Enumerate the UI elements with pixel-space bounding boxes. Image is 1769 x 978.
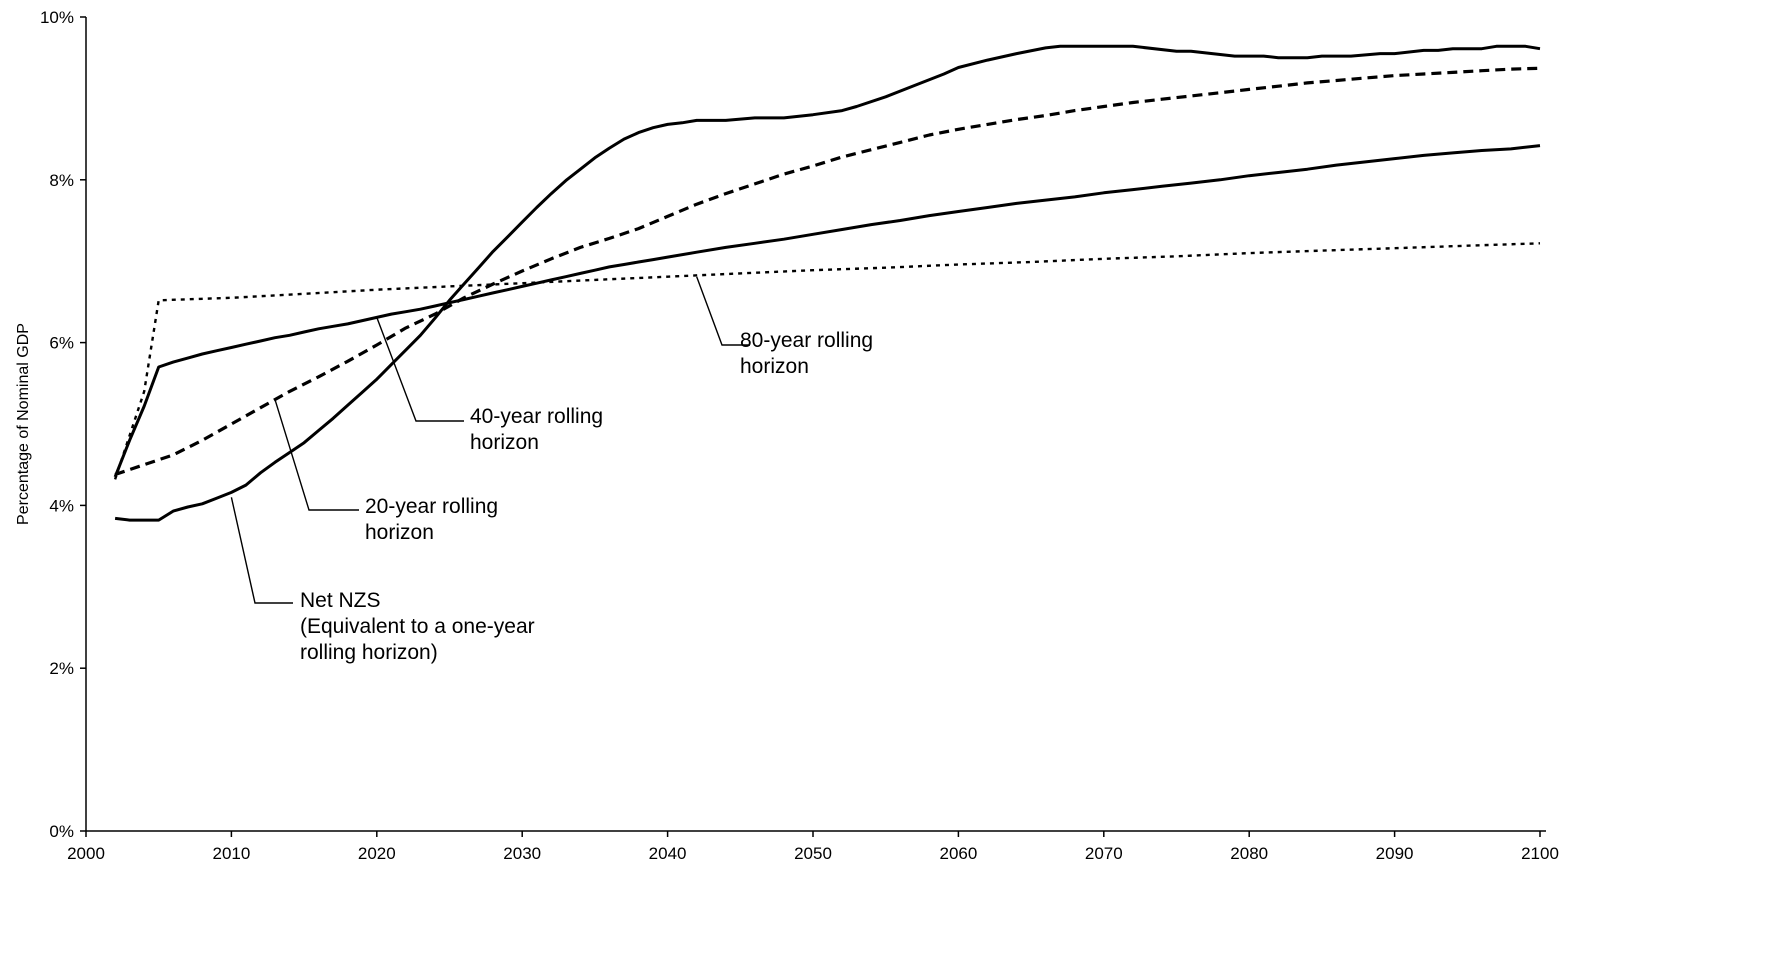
ann-nzs-leader: [230, 497, 293, 604]
x-tick-label: 2040: [649, 844, 687, 863]
ann-80-leader: [696, 276, 750, 346]
y-tick-label: 10%: [40, 8, 74, 27]
ann-80-label-line: 80-year rolling: [740, 329, 873, 352]
ann-20-label-line: horizon: [365, 521, 434, 544]
ann-40-leader: [376, 317, 464, 422]
ann-nzs-label-line: rolling horizon): [300, 641, 438, 664]
y-tick-label: 8%: [49, 171, 74, 190]
y-tick-label: 0%: [49, 822, 74, 841]
x-tick-label: 2020: [358, 844, 396, 863]
y-tick-label: 6%: [49, 334, 74, 353]
axes-layer: Percentage of Nominal GDP 0% 2% 4% 6% 8% 10% 2…: [15, 8, 1559, 863]
series-layer: [113, 44, 1541, 522]
x-tick-label: 2100: [1521, 844, 1559, 863]
x-tick-label: 2090: [1376, 844, 1414, 863]
x-tick-label: 2030: [503, 844, 541, 863]
y-tick-label: 2%: [49, 659, 74, 678]
x-tick-label: 2010: [212, 844, 250, 863]
ann-nzs-label-line: Net NZS: [300, 589, 381, 612]
ann-nzs-label-line: (Equivalent to a one-year: [300, 615, 535, 638]
ann-40-label-line: 40-year rolling: [470, 405, 603, 428]
series-line-netnzs: [114, 44, 1541, 522]
x-tick-label: 2080: [1230, 844, 1268, 863]
x-tick-label: 2070: [1085, 844, 1123, 863]
y-tick-label: 4%: [49, 496, 74, 515]
series-line-h20: [114, 66, 1541, 477]
x-tick-label: 2050: [794, 844, 832, 863]
x-tick-label: 2000: [67, 844, 105, 863]
ann-80-label-line: horizon: [740, 355, 809, 378]
ann-40-label-line: horizon: [470, 431, 539, 454]
x-tick-label: 2060: [939, 844, 977, 863]
y-axis-title: Percentage of Nominal GDP: [15, 323, 32, 525]
ann-20-label-line: 20-year rolling: [365, 495, 498, 518]
annotation-layer: 80-year rolling horizon 40-year rolling hor…: [230, 276, 873, 664]
series-line-h80: [113, 242, 1541, 480]
ann-20-leader: [274, 399, 359, 511]
series-line-h40: [113, 144, 1541, 478]
